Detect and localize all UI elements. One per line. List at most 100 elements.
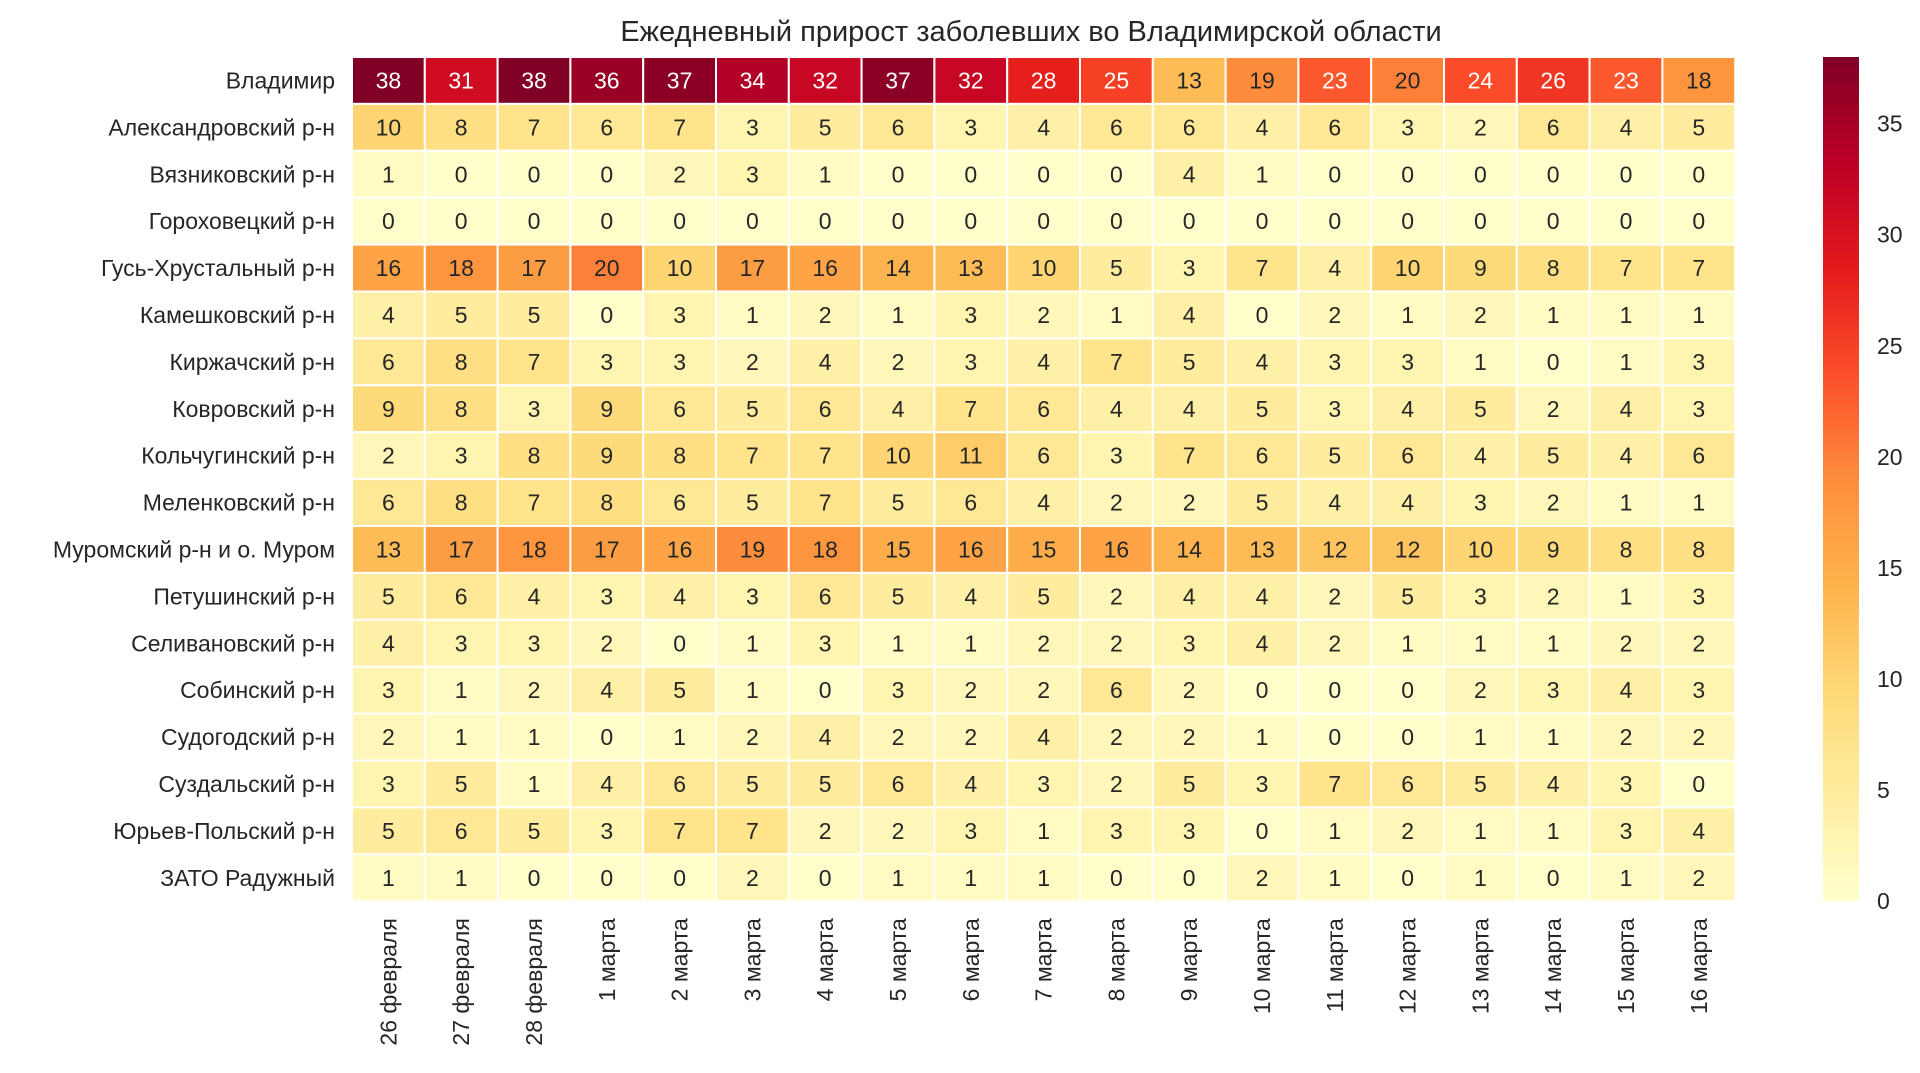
cell-value-label: 4 (528, 583, 541, 609)
cell-value-label: 4 (819, 724, 832, 750)
heatmap-cell (1588, 431, 1664, 481)
cell-value-label: 15 (885, 536, 911, 562)
heatmap-cell (1370, 853, 1445, 903)
cell-value-label: 4 (1474, 443, 1487, 469)
cell-value-label: 2 (1401, 818, 1414, 844)
heatmap-cell (787, 571, 863, 621)
cell-value-label: 5 (1401, 583, 1414, 609)
heatmap-cell (1151, 337, 1227, 387)
heatmap-cell (1151, 149, 1227, 199)
heatmap-cell (1443, 149, 1518, 199)
cell-value-label: 3 (1620, 818, 1633, 844)
heatmap-cell (787, 149, 863, 199)
cell-value-label: 2 (892, 724, 905, 750)
cell-value-label: 6 (1328, 114, 1341, 140)
cell-value-label: 6 (382, 490, 395, 516)
row-label: Петушинский р-н (153, 583, 335, 609)
column-label: 8 марта (1103, 918, 1129, 1001)
column-label: 3 марта (739, 918, 765, 1001)
cell-value-label: 5 (1547, 443, 1560, 469)
heatmap-cell (860, 478, 936, 528)
heatmap-cell (351, 149, 426, 199)
cell-value-label: 0 (1692, 161, 1705, 187)
cell-value-label: 1 (1401, 302, 1414, 328)
heatmap-cell (1515, 149, 1591, 199)
heatmap-cell (1661, 525, 1737, 574)
cell-value-label: 0 (1401, 161, 1414, 187)
cell-value-label: 23 (1322, 67, 1348, 93)
cell-value-label: 10 (1031, 255, 1057, 281)
cell-value-label: 2 (1183, 490, 1196, 516)
heatmap-cell (1515, 571, 1591, 621)
cell-value-label: 5 (892, 583, 905, 609)
heatmap-cell (423, 618, 499, 668)
heatmap-cell (1661, 337, 1737, 387)
cell-value-label: 4 (600, 771, 613, 797)
cell-value-label: 1 (1037, 865, 1050, 891)
heatmap-cell (1006, 384, 1082, 434)
heatmap-cell (1151, 478, 1227, 528)
cell-value-label: 3 (528, 630, 541, 656)
heatmap-cell (496, 665, 572, 715)
cell-value-label: 1 (964, 630, 977, 656)
cell-value-label: 4 (1037, 724, 1050, 750)
cell-value-label: 20 (594, 255, 620, 281)
cell-value-label: 0 (1401, 208, 1414, 234)
cell-value-label: 4 (1037, 349, 1050, 375)
column-label: 26 февраля (375, 918, 401, 1045)
heatmap-cell (642, 665, 718, 715)
cell-value-label: 2 (746, 724, 759, 750)
cell-value-label: 4 (964, 771, 977, 797)
heatmap-cell (1588, 290, 1664, 340)
heatmap-cell (1151, 618, 1227, 668)
heatmap-cell (351, 290, 426, 340)
cell-value-label: 1 (1256, 161, 1269, 187)
heatmap-cell (496, 149, 572, 199)
heatmap-cell (787, 102, 863, 152)
heatmap-cell (423, 759, 499, 809)
heatmap-cell (1370, 618, 1445, 668)
heatmap-cell (715, 853, 790, 903)
colorbar-tick-label: 5 (1877, 777, 1890, 803)
cell-value-label: 7 (819, 443, 832, 469)
heatmap-cell (496, 525, 572, 574)
cell-value-label: 4 (1401, 490, 1414, 516)
cell-value-label: 6 (455, 583, 468, 609)
cell-value-label: 6 (673, 396, 686, 422)
cell-value-label: 16 (1104, 536, 1130, 562)
heatmap-cell (423, 806, 499, 856)
cell-value-label: 5 (819, 114, 832, 140)
colorbar-tick-label: 20 (1877, 444, 1903, 470)
cell-value-label: 4 (1547, 771, 1560, 797)
cell-value-label: 2 (382, 443, 395, 469)
cell-value-label: 2 (1110, 724, 1123, 750)
cell-value-label: 3 (673, 302, 686, 328)
heatmap-cell (1588, 478, 1664, 528)
cell-value-label: 8 (455, 490, 468, 516)
cell-value-label: 1 (892, 865, 905, 891)
cell-value-label: 2 (964, 724, 977, 750)
cell-value-label: 3 (1692, 677, 1705, 703)
cell-value-label: 3 (382, 677, 395, 703)
cell-value-label: 0 (1547, 349, 1560, 375)
heatmap-cell (1443, 759, 1518, 809)
heatmap-cell (1661, 853, 1737, 903)
heatmap-cell (642, 290, 718, 340)
cell-value-label: 3 (528, 396, 541, 422)
heatmap-cell (860, 853, 936, 903)
cell-value-label: 3 (819, 630, 832, 656)
cell-value-label: 38 (376, 67, 402, 93)
cell-value-label: 0 (819, 208, 832, 234)
cell-value-label: 0 (1401, 724, 1414, 750)
cell-value-label: 5 (819, 771, 832, 797)
cell-value-label: 0 (1620, 161, 1633, 187)
cell-value-label: 5 (1183, 771, 1196, 797)
cell-value-label: 6 (382, 349, 395, 375)
cell-value-label: 5 (528, 818, 541, 844)
heatmap-cell (423, 243, 499, 293)
cell-value-label: 4 (1256, 583, 1269, 609)
cell-value-label: 7 (673, 114, 686, 140)
heatmap-cell (569, 853, 645, 903)
cell-value-label: 26 (1540, 67, 1566, 93)
heatmap-cell (496, 759, 572, 809)
